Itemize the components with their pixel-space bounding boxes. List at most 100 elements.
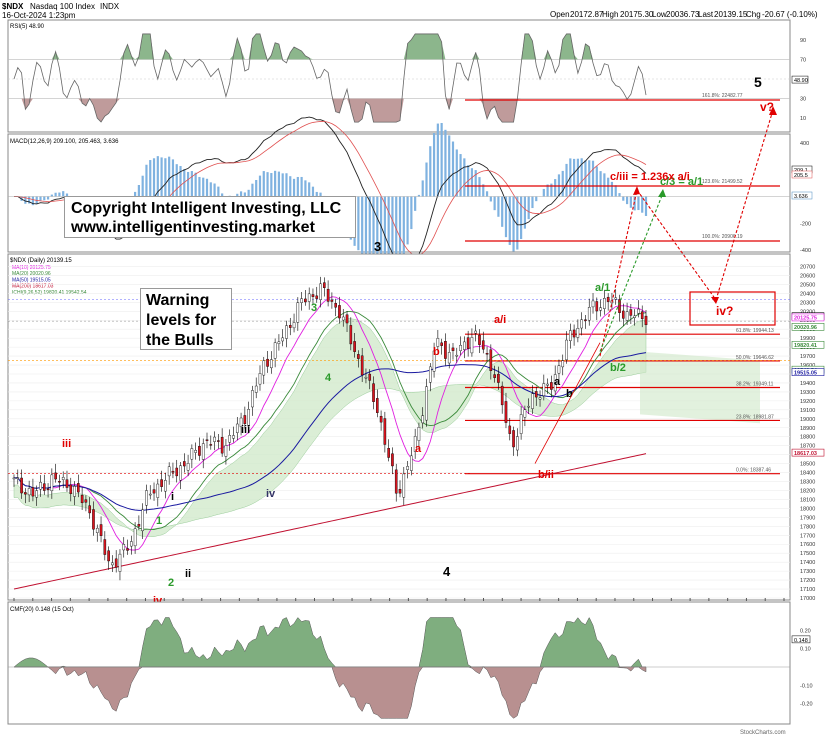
candle-body xyxy=(285,325,288,339)
copyright-line-1: Copyright Intelligent Investing, LLC xyxy=(71,200,342,217)
candle-body xyxy=(629,309,633,316)
header-open: 20172.87 xyxy=(570,10,604,19)
candle-body xyxy=(243,415,247,424)
price-tag-box xyxy=(791,448,825,457)
wave-label: b xyxy=(433,346,440,358)
macd-hist-bar xyxy=(383,196,386,267)
macd-hist-bar xyxy=(160,157,163,197)
cmf-y-tick: 0.20 xyxy=(800,628,811,634)
candle-body xyxy=(103,539,107,555)
candle-body xyxy=(61,476,65,480)
header-exchange: INDX xyxy=(100,2,120,11)
warning-note: Warning levels for the Bulls xyxy=(140,288,232,350)
candle-body xyxy=(133,528,137,547)
candle-body xyxy=(580,319,583,329)
macd-hist-bar xyxy=(134,191,137,197)
candle-body xyxy=(190,448,194,460)
candle-body xyxy=(330,299,334,302)
price-y-tick: 18100 xyxy=(800,497,815,503)
header-date: 16-Oct-2024 1:23pm xyxy=(2,11,76,20)
macd-hist-bar xyxy=(406,196,409,245)
macd-hist-bar xyxy=(205,178,209,197)
macd-hist-bar xyxy=(281,173,284,197)
macd-hist-bar xyxy=(270,173,273,197)
header-high-label: High xyxy=(602,10,618,19)
macd-hist-bar xyxy=(421,180,424,197)
rsi-title: RSI(5) 48.90 xyxy=(10,24,45,30)
wave-label: a/1 xyxy=(595,282,610,294)
price-y-tick: 20400 xyxy=(800,291,815,297)
candle-body xyxy=(258,373,262,385)
macd-hist-bar xyxy=(300,176,303,197)
candle-body xyxy=(141,509,144,532)
candle-body xyxy=(326,288,330,302)
candle-body xyxy=(315,295,319,299)
price-legend-entry: MA(10) 20125.75 xyxy=(12,265,51,271)
macd-y-tick: 400 xyxy=(800,141,809,147)
chart-source: StockCharts.com xyxy=(740,730,786,736)
rsi-y-tick: 70 xyxy=(800,57,806,63)
price-y-tick: 17500 xyxy=(800,551,815,557)
macd-hist-bar xyxy=(565,163,568,197)
candle-body xyxy=(164,480,167,492)
price-tag-box xyxy=(791,323,825,331)
price-frame xyxy=(7,253,791,601)
candle-body xyxy=(292,322,296,329)
macd-hist-bar xyxy=(591,160,595,197)
candle-body xyxy=(428,366,432,383)
warning-line-1: Warning xyxy=(146,292,210,309)
candle-body xyxy=(20,477,23,494)
macd-hist-bar xyxy=(217,186,220,197)
price-tag: 19515.05 xyxy=(794,370,817,376)
candle-body xyxy=(500,385,504,406)
candle-body xyxy=(16,477,20,479)
price-tag: 20020.96 xyxy=(794,325,817,331)
wave-label: 3 xyxy=(311,302,317,314)
macd-hist-bar xyxy=(266,172,269,197)
macd-hist-bar xyxy=(175,164,178,197)
candle-body xyxy=(413,436,417,452)
macd-hist-bar xyxy=(239,191,243,197)
candle-body xyxy=(459,345,462,351)
macd-hist-bar xyxy=(459,154,462,197)
rsi-value-box xyxy=(791,75,809,84)
macd-hist-bar xyxy=(361,196,364,256)
warning-line-3: the Bulls xyxy=(146,332,214,349)
price-tag: 19820.41 xyxy=(794,343,817,349)
macd-hist-bar xyxy=(493,196,496,211)
price-y-tick: 19100 xyxy=(800,408,815,414)
candle-body xyxy=(27,488,31,496)
copyright-note: Copyright Intelligent Investing, LLC www… xyxy=(64,196,356,238)
fib-label: 0.0%: 18387.46 xyxy=(736,468,771,474)
macd-hist-bar xyxy=(531,196,534,209)
candle-body xyxy=(50,474,54,492)
macd-hist-bar xyxy=(221,193,224,197)
macd-hist-bar xyxy=(258,175,262,197)
price-tag-box xyxy=(791,340,825,349)
macd-hist-bar xyxy=(308,182,311,197)
macd-hist-bar xyxy=(501,196,504,227)
macd-hist-bar xyxy=(209,182,212,197)
macd-hist-bar xyxy=(463,158,466,197)
candle-body xyxy=(235,423,239,433)
candle-body xyxy=(481,340,485,350)
macd-hist-bar xyxy=(152,158,156,197)
price-y-tick: 17800 xyxy=(800,524,815,530)
macd-hist-bar xyxy=(504,196,508,238)
arrowhead xyxy=(769,106,777,115)
macd-hist-bar xyxy=(28,196,31,204)
candle-body xyxy=(531,393,534,409)
candle-body xyxy=(281,337,284,342)
candle-body xyxy=(80,494,84,504)
wave-label: iv xyxy=(153,595,163,607)
macd-hist-bar xyxy=(213,183,216,197)
candle-body xyxy=(175,467,179,477)
candle-body xyxy=(341,316,345,321)
projection-arrow-red-1 xyxy=(599,189,638,357)
price-y-tick: 18200 xyxy=(800,488,815,494)
macd-hist-bar xyxy=(251,183,254,197)
header-symbol: $NDX xyxy=(2,2,24,11)
candle-body xyxy=(217,440,220,442)
macd-hist-bar xyxy=(289,176,292,197)
